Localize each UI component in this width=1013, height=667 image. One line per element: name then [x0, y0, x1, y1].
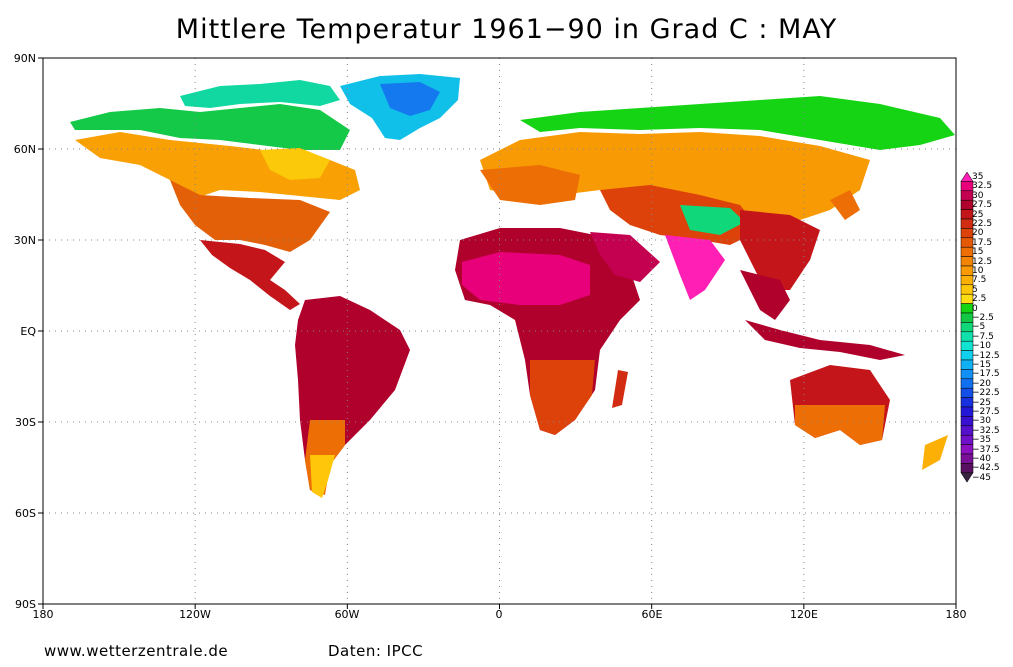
legend-label: 35 [972, 172, 984, 182]
legend-label: 0 [972, 303, 978, 314]
lat-label-90s: 90S [15, 598, 36, 611]
legend-label: −35 [972, 435, 991, 446]
land-north-america-north [75, 132, 360, 200]
legend-label: 2.5 [972, 294, 987, 305]
land-southern-africa [530, 360, 595, 435]
lon-label-180e: 180 [945, 608, 967, 621]
lon-label-60e: 60E [641, 608, 663, 621]
legend-label: −15 [972, 360, 991, 370]
lon-label-60w: 60W [334, 608, 360, 621]
legend-label: 27.5 [972, 200, 993, 211]
legend-label: −25 [972, 397, 991, 408]
lon-label-120e: 120E [790, 608, 818, 621]
land-canada-archipelago [180, 80, 340, 108]
legend-label: −20 [972, 378, 991, 389]
land-arabia [590, 232, 660, 282]
legend-label: 20 [972, 228, 984, 239]
legend-label: 22.5 [972, 219, 993, 229]
land-alaska-arctic [70, 104, 350, 150]
lon-label-0: 0 [495, 608, 503, 621]
legend-label: −30 [972, 416, 991, 427]
legend-label: −27.5 [972, 407, 1000, 417]
grid-lines [43, 58, 956, 604]
legend-label: −37.5 [972, 444, 1000, 455]
land-hudson-area [260, 148, 330, 180]
land-north-america-mid [170, 180, 330, 252]
legend-swatch [960, 472, 974, 483]
land-new-zealand [922, 435, 948, 470]
lon-label-180w: 180 [32, 608, 54, 621]
legend-label: 17.5 [972, 237, 993, 248]
legend-label: −42.5 [972, 463, 1000, 474]
land-eurasia [480, 132, 870, 220]
source-url: www.wetterzentrale.de [44, 642, 229, 660]
land-china [740, 210, 820, 290]
color-legend [960, 172, 974, 483]
map-title: Mittlere Temperatur 1961−90 in Grad C : … [175, 14, 838, 45]
land-india [665, 235, 725, 300]
legend-label: 32.5 [972, 181, 993, 192]
data-credit: Daten: IPCC [328, 642, 424, 660]
legend-label: −32.5 [972, 425, 1000, 436]
land-indonesia [745, 320, 905, 360]
land-japan [830, 190, 860, 220]
land-patagonia [310, 455, 335, 498]
legend-label: 30 [972, 190, 984, 201]
lat-label-60n: 60N [13, 143, 36, 156]
land-greenland-core [380, 82, 440, 116]
land-mexico [200, 240, 300, 310]
legend-label: −2.5 [972, 313, 994, 323]
legend-label: −17.5 [972, 369, 1000, 380]
legend-label: 12.5 [972, 256, 993, 267]
land-europe-south [480, 165, 580, 205]
lat-label-90n: 90N [13, 52, 36, 65]
lat-label-eq: EQ [20, 325, 36, 338]
lat-label-60s: 60S [15, 507, 36, 520]
legend-label: −7.5 [972, 331, 994, 342]
legend-label: −10 [972, 341, 991, 352]
legend-label: −45 [972, 472, 991, 483]
legend-label: −12.5 [972, 350, 1000, 361]
legend-label: 5 [972, 284, 978, 295]
legend-label: −40 [972, 454, 991, 464]
legend-label: −5 [972, 322, 986, 333]
legend-label: 10 [972, 266, 984, 276]
legend-label: −22.5 [972, 388, 1000, 399]
lon-label-120w: 120W [179, 608, 211, 621]
lat-label-30s: 30S [15, 416, 36, 429]
land-siberia-arctic [520, 96, 955, 150]
land-southeast-asia [740, 270, 790, 320]
land-tibet [680, 205, 745, 235]
legend-label: 7.5 [972, 275, 987, 286]
legend-label: 25 [972, 209, 984, 220]
lat-label-30n: 30N [13, 234, 36, 247]
land-sahara-hot [462, 252, 590, 305]
axis-ticks [38, 57, 957, 609]
land-australia-south [795, 405, 885, 445]
legend-label: 15 [972, 247, 984, 258]
land-madagascar [612, 370, 628, 408]
